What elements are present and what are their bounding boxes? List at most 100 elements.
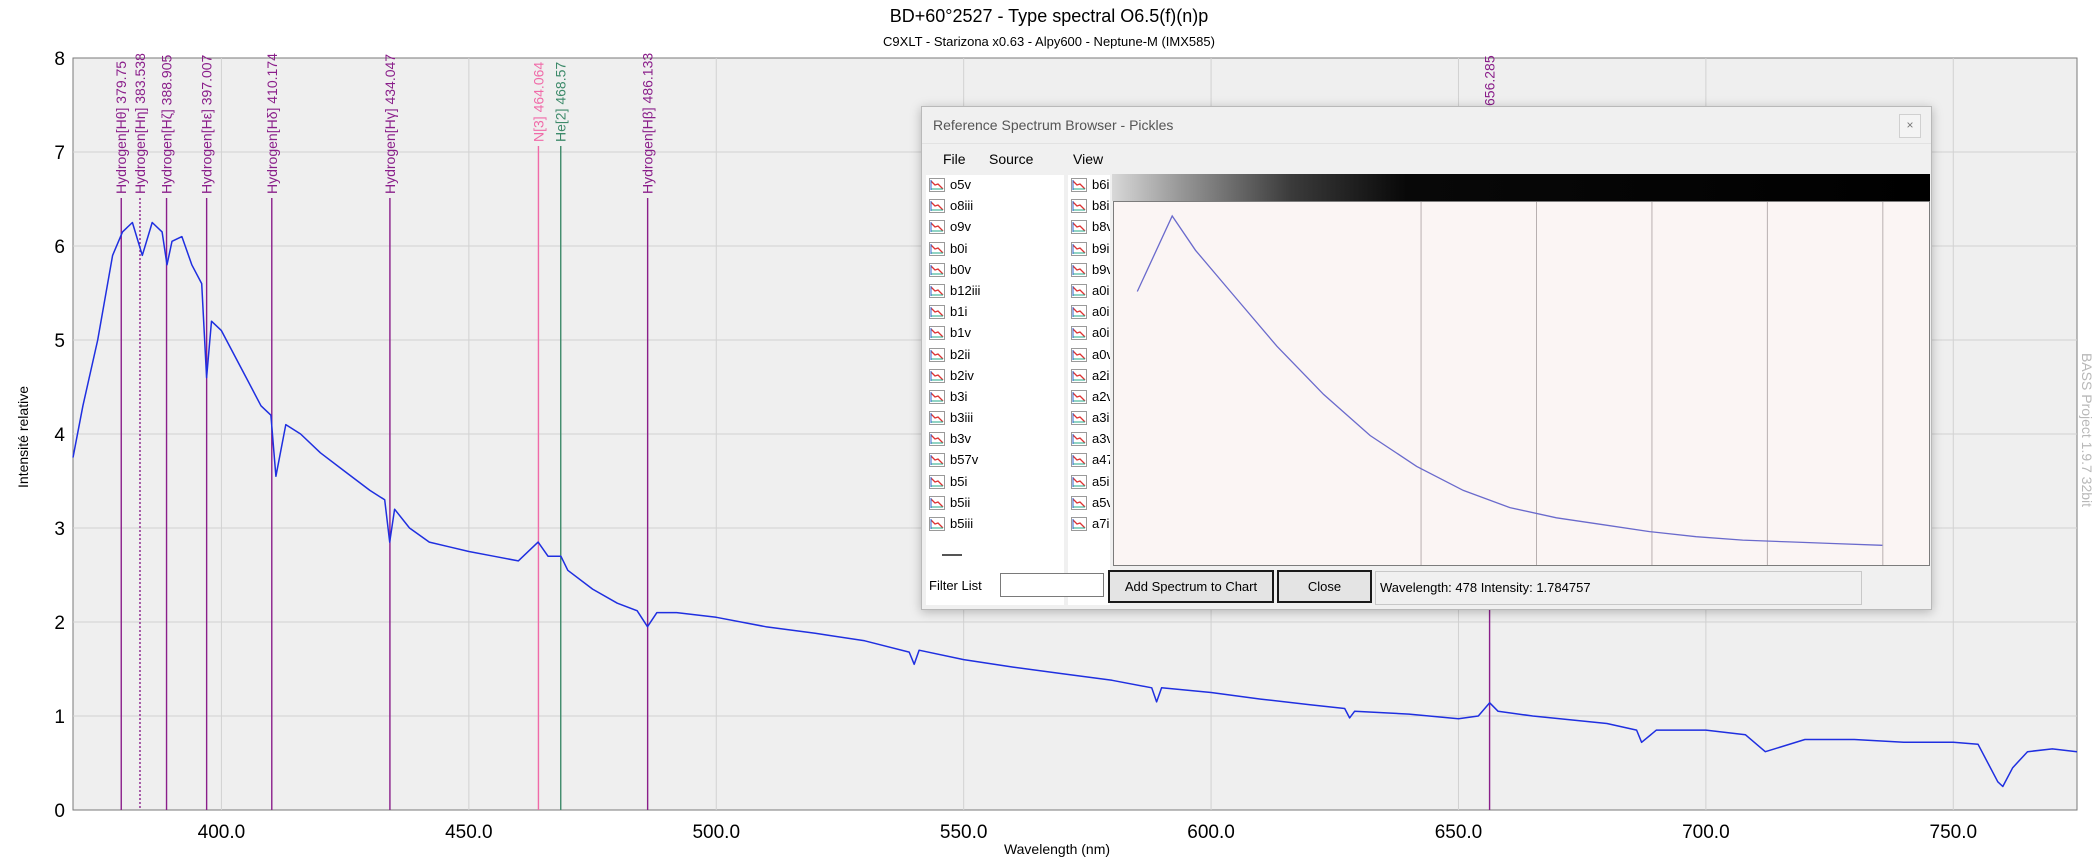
close-button[interactable]: Close [1277, 570, 1372, 603]
spectrum-list-item[interactable]: a7i [1068, 514, 1110, 535]
spectrum-file-icon [929, 262, 945, 277]
spectrum-list-item-label: a2v [1092, 388, 1110, 404]
spectrum-file-icon [929, 241, 945, 256]
y-tick-label: 5 [54, 331, 65, 352]
spectrum-list-left[interactable]: o5v o8iii o9v b0i b0v b12iii b1i b1v b2ii b2iv b3i… [926, 175, 1064, 605]
spectrum-list-item-label: b6i [1092, 177, 1110, 192]
spectrum-list-item[interactable]: b5ii [926, 493, 1064, 514]
spectrum-list-item[interactable]: b12iii [926, 281, 1064, 302]
spectrum-list-item-label: b5ii [950, 494, 971, 510]
menu-source[interactable]: Source [989, 151, 1034, 167]
spectrum-list-item[interactable]: b3iii [926, 408, 1064, 429]
filter-list-label: Filter List [929, 578, 982, 593]
reference-spectrum-plot[interactable] [1113, 201, 1930, 566]
x-tick-label: 650.0 [1435, 822, 1483, 843]
watermark: BASS Project 1.9.7 32bit [2079, 353, 2095, 507]
menu-view[interactable]: View [1073, 151, 1104, 167]
x-tick-label: 500.0 [692, 822, 740, 843]
spectrum-list-item[interactable]: a0i [1068, 323, 1110, 344]
spectrum-list-item[interactable]: b0v [926, 260, 1064, 281]
x-tick-label: 450.0 [445, 822, 493, 843]
spectrum-file-icon [1071, 283, 1087, 298]
spectrum-list-item[interactable]: b3i [926, 387, 1064, 408]
dialog-titlebar[interactable]: Reference Spectrum Browser - Pickles × [922, 107, 1931, 144]
line-id-label: Hydrogen[Hη] 383.538 [132, 53, 148, 194]
spectrum-file-icon [1071, 389, 1087, 404]
spectrum-list-item[interactable]: a5v [1068, 493, 1110, 514]
spectrum-list-item[interactable]: a0v [1068, 345, 1110, 366]
spectrum-list-item[interactable]: b9i [1068, 239, 1110, 260]
y-tick-label: 4 [54, 425, 65, 446]
spectrum-list-item[interactable]: b8i [1068, 196, 1110, 217]
reference-spectrum-svg [1136, 202, 1884, 565]
spectrum-list-item-label: b12iii [950, 282, 981, 298]
y-tick-label: 0 [54, 801, 65, 822]
spectrum-list-item[interactable]: b8v [1068, 217, 1110, 238]
spectrum-list-item[interactable]: o9v [926, 217, 1064, 238]
spectrum-list-item-label: b5i [950, 473, 968, 489]
spectrum-file-icon [929, 199, 945, 214]
spectrum-list-item-label: b0i [950, 240, 968, 256]
spectrum-list-item[interactable]: a0i [1068, 302, 1110, 323]
spectrum-list-item[interactable]: b5iii [926, 514, 1064, 535]
spectrum-list-item-label: o5v [950, 177, 971, 192]
spectrum-list-item-label: b5iii [950, 516, 974, 531]
spectrum-list-item-label: b3i [950, 388, 968, 404]
spectrum-list-item[interactable]: b0i [926, 239, 1064, 260]
spectrum-file-icon [1071, 517, 1087, 531]
spectrum-list-item[interactable]: a2v [1068, 387, 1110, 408]
spectrum-list-item[interactable]: a5i [1068, 472, 1110, 493]
spectrum-list-item-label: b3iii [950, 410, 974, 426]
spectrum-list-item[interactable]: a0i [1068, 281, 1110, 302]
spectrum-list-item-label: b57v [950, 452, 979, 468]
filter-list-input[interactable] [1000, 573, 1104, 597]
spectrum-list-item[interactable]: b3v [926, 429, 1064, 450]
spectrum-list-item-label: a5i [1092, 473, 1110, 489]
line-id-label: Hydrogen[Hθ] 379.75 [113, 61, 129, 194]
spectrum-file-icon [1071, 262, 1087, 277]
x-tick-label: 600.0 [1187, 822, 1235, 843]
spectrum-list-item[interactable]: b9v [1068, 260, 1110, 281]
spectrum-list-item[interactable]: a3i [1068, 408, 1110, 429]
spectrum-file-icon [929, 432, 945, 447]
spectrum-list-item[interactable]: a2i [1068, 366, 1110, 387]
spectrum-file-icon [929, 411, 945, 426]
spectrum-list-item-label: b1i [950, 304, 968, 320]
spectrum-list-item[interactable]: b1v [926, 323, 1064, 344]
spectrum-list-item-label: b9v [1092, 261, 1110, 277]
spectrum-file-icon [929, 326, 945, 341]
spectrum-file-icon [929, 389, 945, 404]
spectrum-list-item-label: b8i [1092, 198, 1110, 214]
spectrum-list-item[interactable]: b2iv [926, 366, 1064, 387]
spectrum-list-item-label: a47 [1092, 452, 1110, 468]
add-spectrum-button[interactable]: Add Spectrum to Chart [1108, 570, 1274, 603]
spectrum-list-item-label: b1v [950, 325, 971, 341]
spectrum-list-item-label: a0i [1092, 325, 1110, 341]
spectrum-list-item-label: b0v [950, 261, 971, 277]
spectrum-file-icon [929, 305, 945, 320]
spectrum-list-item[interactable]: b2ii [926, 345, 1064, 366]
spectrum-list-item[interactable]: b1i [926, 302, 1064, 323]
x-tick-label: 750.0 [1930, 822, 1978, 843]
menu-file[interactable]: File [943, 151, 966, 167]
list-scroll-indicator[interactable] [942, 554, 962, 556]
spectrum-file-icon [929, 495, 945, 510]
spectrum-file-icon [1071, 326, 1087, 341]
spectrum-list-item[interactable]: a3v [1068, 429, 1110, 450]
tick-labels: 400.0 450.0 500.0 550.0 600.0 650.0 700.0 750.0… [54, 49, 1977, 843]
spectrum-list-item[interactable]: a47 [1068, 450, 1110, 471]
spectrum-list-item-label: o9v [950, 219, 971, 235]
spectrum-list-item[interactable]: o8iii [926, 196, 1064, 217]
line-id-label: Hydrogen[Hγ] 434.047 [382, 54, 398, 194]
spectrum-file-icon [929, 220, 945, 235]
spectrum-list-item[interactable]: o5v [926, 175, 1064, 196]
spectrum-file-icon [929, 283, 945, 298]
spectrum-list-item[interactable]: b5i [926, 472, 1064, 493]
spectrum-file-icon [1071, 241, 1087, 256]
dialog-title: Reference Spectrum Browser - Pickles [933, 117, 1174, 133]
close-icon[interactable]: × [1899, 114, 1921, 138]
spectrum-list-item[interactable]: b57v [926, 450, 1064, 471]
spectrum-list-right[interactable]: b6i b8i b8v b9i b9v a0i a0i a0i a0v a2i a2v a3i a3v a… [1068, 175, 1110, 605]
line-id-label: Hydrogen[Hζ] 388.905 [159, 55, 175, 194]
spectrum-list-item[interactable]: b6i [1068, 175, 1110, 196]
